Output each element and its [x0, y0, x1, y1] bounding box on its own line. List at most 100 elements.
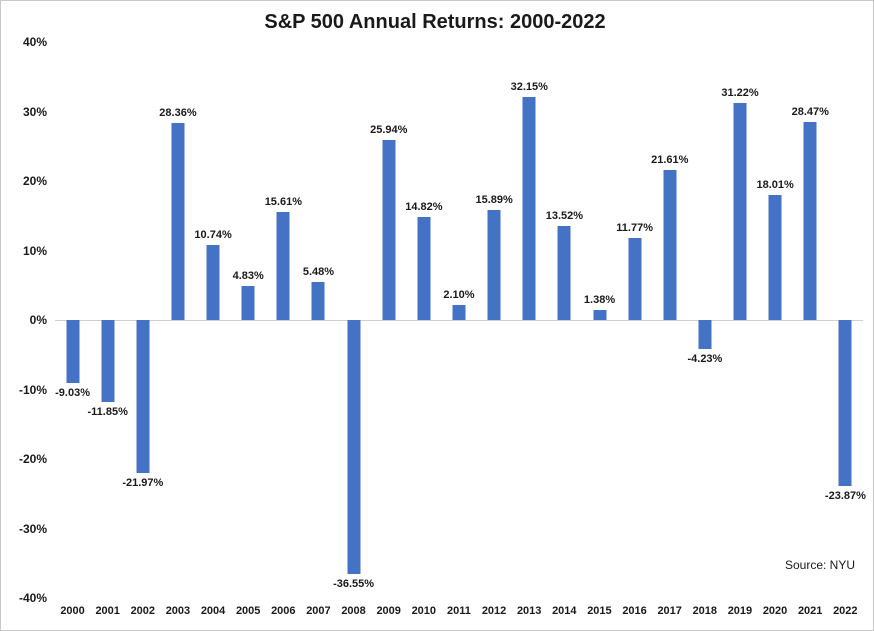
data-label: 13.52%: [545, 210, 584, 223]
x-tick-label: 2015: [587, 605, 612, 617]
bar-2022: [838, 320, 852, 486]
x-tick-label: 2004: [200, 605, 226, 617]
bar-column: -9.03%: [55, 42, 90, 598]
data-label: 11.77%: [616, 222, 653, 235]
bar-column: 15.61%: [264, 42, 302, 598]
bar-2001: [101, 320, 115, 403]
bar-column: 28.36%: [159, 42, 197, 598]
x-tick-label: 2007: [306, 605, 331, 617]
bar-column: 31.22%: [721, 42, 759, 598]
data-label: 1.38%: [583, 294, 616, 307]
x-tick-label: 2003: [165, 605, 191, 617]
bar-column: 2.10%: [441, 42, 476, 598]
x-tick-label: 2014: [552, 605, 577, 617]
data-label: 28.47%: [791, 106, 829, 119]
data-label: 18.01%: [756, 178, 794, 191]
bar-2020: [768, 194, 782, 320]
y-axis: 40% 30% 20% 10% 0% -10% -20% -30% -40%: [7, 35, 55, 605]
bar-2013: [522, 96, 536, 320]
x-tick-label: 2002: [130, 605, 156, 617]
data-label: -4.23%: [687, 353, 723, 366]
x-tick-label: 2013: [516, 605, 542, 617]
zero-axis-line: [55, 320, 863, 321]
data-label: 10.74%: [194, 229, 232, 242]
y-tick-label: -10%: [18, 382, 47, 397]
y-tick-label: 20%: [22, 174, 47, 188]
x-tick-label: 2017: [657, 605, 682, 617]
x-tick-label: 2010: [411, 605, 437, 617]
x-tick-label: 2022: [833, 605, 858, 617]
x-tick-label: 2018: [692, 605, 718, 617]
x-tick-label: 2011: [447, 605, 471, 617]
data-label: 4.83%: [232, 270, 264, 283]
bar-column: 28.47%: [791, 42, 829, 598]
y-tick-label: 0%: [29, 313, 47, 327]
y-tick-label: -40%: [18, 591, 47, 605]
bar-2019: [733, 103, 747, 320]
bar-2016: [628, 238, 642, 320]
bar-column: 18.01%: [756, 42, 794, 598]
bar-2015: [593, 310, 607, 320]
bar-2012: [487, 209, 501, 320]
data-label: 32.15%: [510, 80, 548, 93]
bar-2017: [663, 169, 677, 320]
bar-2004: [206, 245, 220, 320]
bar-column: -23.87%: [824, 42, 866, 598]
data-label: -23.87%: [824, 489, 866, 502]
x-tick-label: 2012: [481, 605, 507, 617]
bar-column: 21.61%: [651, 42, 689, 598]
bar-column: 13.52%: [545, 42, 584, 598]
data-label: -36.55%: [333, 578, 375, 591]
bar-column: -11.85%: [87, 42, 128, 598]
bar-column: 5.48%: [301, 42, 336, 598]
data-label: 21.61%: [651, 153, 689, 166]
y-tick-label: 10%: [22, 243, 47, 258]
data-label: 31.22%: [721, 87, 759, 100]
bar-2003: [171, 122, 185, 320]
bar-column: 25.94%: [370, 42, 408, 598]
x-tick-label: 2005: [235, 605, 261, 617]
data-label: 2.10%: [443, 289, 475, 302]
bar-column: 11.77%: [616, 42, 653, 598]
bar-2010: [417, 217, 431, 320]
source-note: Source: NYU: [784, 558, 855, 572]
data-label: -9.03%: [55, 386, 90, 399]
bar-2021: [803, 122, 817, 320]
y-tick-label: -20%: [18, 452, 47, 466]
bar-2007: [311, 281, 325, 320]
x-tick-label: 2021: [797, 605, 823, 617]
chart-body: 40% 30% 20% 10% 0% -10% -20% -30% -40% Source: N…: [7, 35, 866, 624]
bar-2018: [698, 320, 712, 350]
x-tick-label: 2006: [271, 605, 296, 617]
bar-column: -4.23%: [687, 42, 722, 598]
x-tick-label: 2019: [727, 605, 753, 617]
data-label: 25.94%: [370, 123, 408, 136]
y-tick-label: -30%: [18, 521, 47, 536]
bar-column: 32.15%: [510, 42, 548, 598]
bar-2000: [66, 320, 80, 383]
x-axis: 2000 2001 2002 2003 2004 2005 2006 2007 2008 2009…: [55, 598, 863, 624]
plot-area: Source: NYU -9.03% -11.85% -21.97% 28.36% 10…: [55, 42, 866, 598]
bar-2011: [452, 305, 466, 320]
bar-2005: [241, 286, 255, 320]
bar-column: -21.97%: [122, 42, 163, 598]
bar-2006: [276, 211, 290, 320]
data-label: 5.48%: [302, 265, 335, 278]
data-label: 28.36%: [159, 106, 197, 119]
data-label: 14.82%: [405, 201, 443, 214]
data-label: 15.61%: [264, 195, 302, 208]
x-tick-label: 2009: [376, 605, 401, 617]
bar-column: 1.38%: [582, 42, 617, 598]
bar-column: 15.89%: [475, 42, 513, 598]
x-tick-label: 2016: [622, 605, 647, 617]
bar-column: 14.82%: [405, 42, 443, 598]
bar-2009: [382, 139, 396, 320]
x-tick-label: 2008: [341, 605, 366, 617]
data-label: -11.85%: [87, 406, 128, 419]
data-label: 15.89%: [475, 193, 513, 206]
x-tick-label: 2000: [60, 605, 85, 617]
x-tick-label: 2020: [762, 605, 788, 617]
bar-2002: [136, 320, 150, 473]
bar-2008: [347, 320, 361, 575]
